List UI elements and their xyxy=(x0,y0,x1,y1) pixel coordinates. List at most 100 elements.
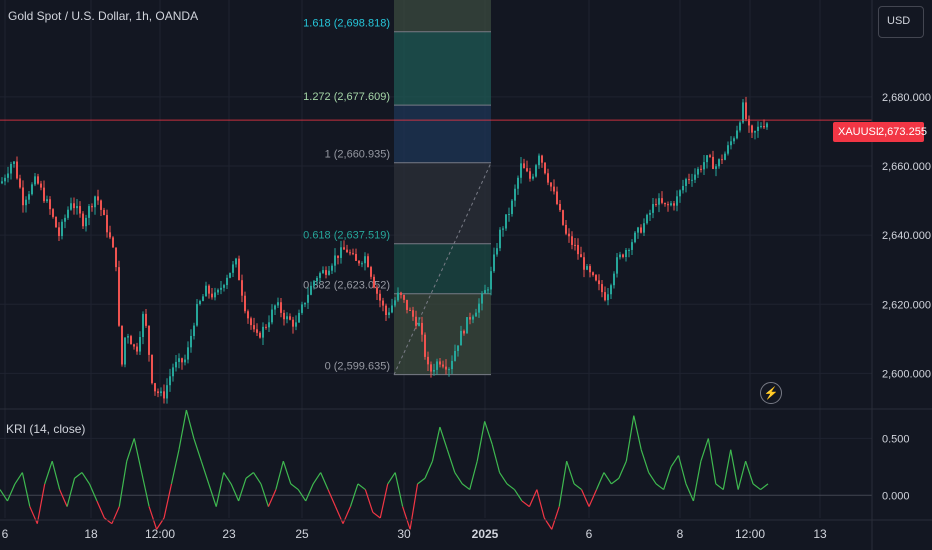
candle-body xyxy=(595,275,597,281)
fib-band xyxy=(394,162,491,244)
kri-segment xyxy=(611,477,620,485)
candle-body xyxy=(112,237,114,248)
kri-segment xyxy=(499,472,508,485)
candle-body xyxy=(505,214,507,229)
fib-level-label: 0 (2,599.635) xyxy=(325,361,390,373)
x-tick-label: 30 xyxy=(397,527,411,541)
candle-body xyxy=(145,313,147,326)
candle-body xyxy=(424,334,426,357)
candle-body xyxy=(148,325,150,355)
kri-segment xyxy=(700,438,709,462)
candle-body xyxy=(373,276,375,288)
candle-body xyxy=(79,206,81,214)
lightning-bolt-icon[interactable]: ⚡ xyxy=(760,382,782,404)
candle-body xyxy=(640,227,642,233)
kri-segment xyxy=(320,472,329,490)
fibonacci-retracement[interactable]: 0 (2,599.635) 0.382 (2,623.052) 0.618 (2,6… xyxy=(303,0,492,376)
kri-segment xyxy=(267,489,277,507)
candle-body xyxy=(184,359,186,363)
candle-body xyxy=(253,325,255,330)
candle-body xyxy=(229,272,231,278)
kri-segment xyxy=(364,489,374,513)
kri-segment xyxy=(327,489,337,507)
kri-segment xyxy=(603,472,612,485)
candle-body xyxy=(442,364,444,367)
kri-segment xyxy=(625,415,635,462)
indicator-title[interactable]: KRI (14, close) xyxy=(6,422,86,436)
kri-segment xyxy=(148,506,158,530)
candle-body xyxy=(727,145,729,154)
candle-body xyxy=(601,284,603,293)
candle-body xyxy=(580,254,582,258)
candle-body xyxy=(334,255,336,266)
candle-body xyxy=(154,383,156,392)
candle-body xyxy=(157,391,159,394)
candle-body xyxy=(661,198,663,203)
x-tick-label: 13 xyxy=(813,527,827,541)
x-tick-label: 6 xyxy=(586,527,593,541)
candle-body xyxy=(400,292,402,295)
y-tick-label: 2,640.000 xyxy=(882,230,931,242)
candle-body xyxy=(406,299,408,310)
kri-segment xyxy=(409,483,419,530)
kri-segment xyxy=(618,460,627,479)
kri-segment xyxy=(558,461,568,507)
candle-body xyxy=(43,187,45,202)
kri-segment xyxy=(402,506,411,530)
candle-body xyxy=(667,204,669,206)
candle-body xyxy=(85,217,87,227)
candle-body xyxy=(460,330,462,346)
candle-body xyxy=(226,277,228,286)
candle-body xyxy=(532,176,534,179)
x-tick-label: 12:00 xyxy=(145,527,175,541)
candle-body xyxy=(673,203,675,206)
candlestick-series xyxy=(1,96,768,404)
kri-segment xyxy=(677,455,687,485)
candle-body xyxy=(349,252,351,254)
candle-body xyxy=(490,271,492,290)
candle-body xyxy=(298,312,300,323)
candle-body xyxy=(67,209,69,218)
kri-segment xyxy=(141,472,150,507)
kri-segment xyxy=(439,426,448,450)
kri-segment xyxy=(566,460,575,485)
kri-segment xyxy=(394,472,404,507)
x-tick-label: 23 xyxy=(222,527,236,541)
candle-body xyxy=(91,206,93,208)
candle-body xyxy=(487,289,489,291)
candle-body xyxy=(457,345,459,351)
candle-body xyxy=(739,122,741,131)
kri-segment xyxy=(506,483,515,491)
currency-button[interactable]: USD xyxy=(878,6,924,38)
candle-body xyxy=(391,305,393,313)
kri-segment xyxy=(0,489,8,502)
kri-segment xyxy=(588,489,598,507)
candle-body xyxy=(181,358,183,363)
y-tick-label: 2,660.000 xyxy=(882,161,931,173)
candle-body xyxy=(652,204,654,213)
kri-segment xyxy=(312,472,322,485)
candle-body xyxy=(100,200,102,210)
candle-body xyxy=(724,153,726,160)
candle-body xyxy=(316,277,318,282)
candle-body xyxy=(607,294,609,301)
candle-body xyxy=(343,247,345,250)
candle-body xyxy=(637,227,639,233)
candle-body xyxy=(214,292,216,298)
candle-body xyxy=(670,203,672,206)
candle-body xyxy=(76,206,78,209)
candle-body xyxy=(124,337,126,365)
kri-segment xyxy=(59,489,68,507)
candle-body xyxy=(631,242,633,250)
candle-body xyxy=(649,212,651,215)
candle-body xyxy=(598,280,600,285)
candle-body xyxy=(139,337,141,352)
kri-segment xyxy=(133,438,143,473)
y-tick-label: 2,680.000 xyxy=(882,92,931,104)
candle-body xyxy=(367,256,369,268)
kri-segment xyxy=(521,500,530,508)
candle-body xyxy=(340,247,342,258)
kri-segment xyxy=(573,483,582,491)
candle-body xyxy=(331,265,333,271)
